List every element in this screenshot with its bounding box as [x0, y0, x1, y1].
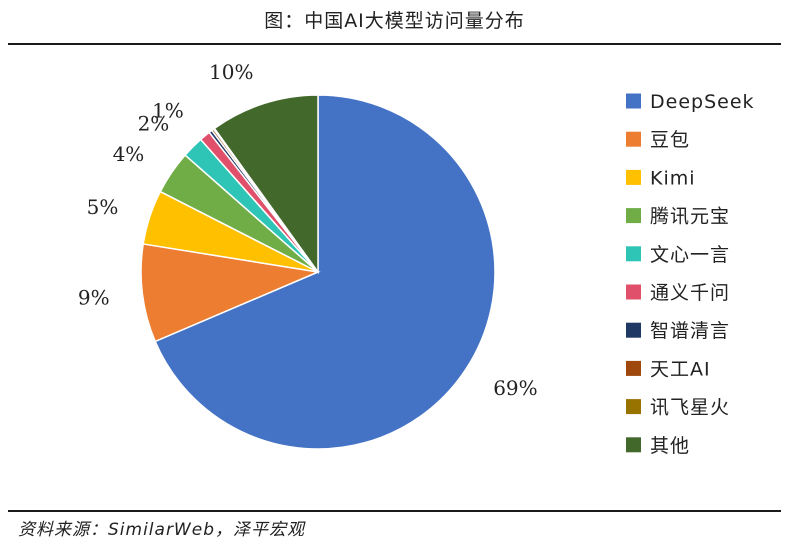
legend-swatch-4 — [626, 246, 641, 262]
legend-swatch-8 — [626, 399, 641, 415]
pie-slice-9 — [213, 94, 319, 275]
pie-slice-1 — [140, 243, 321, 343]
legend-swatch-1 — [626, 131, 641, 147]
slice-label-3: 4% — [113, 142, 145, 166]
legend-label-2: Kimi — [650, 167, 696, 189]
legend-swatch-0 — [626, 93, 641, 109]
slice-label-4: 2% — [138, 112, 170, 136]
legend-swatch-9 — [626, 437, 641, 453]
legend-swatch-3 — [626, 208, 641, 224]
slice-label-0: 69% — [493, 376, 537, 400]
legend-swatch-2 — [626, 169, 641, 185]
legend-label-9: 其他 — [650, 435, 690, 457]
legend-label-6: 智谱清言 — [650, 320, 730, 342]
pie-slice-0 — [154, 94, 496, 450]
legend-swatch-6 — [626, 322, 641, 338]
slice-label-5: 1% — [152, 99, 184, 123]
bottom-rule — [8, 510, 781, 512]
legend-label-3: 腾讯元宝 — [650, 206, 730, 228]
source-note: 资料来源：SimilarWeb，泽平宏观 — [18, 520, 305, 540]
legend-swatch-5 — [626, 284, 641, 300]
legend-label-1: 豆包 — [650, 129, 690, 151]
chart-title: 图：中国AI大模型访问量分布 — [264, 10, 525, 32]
legend-swatch-7 — [626, 360, 641, 376]
top-rule — [8, 43, 781, 45]
legend-label-4: 文心一言 — [650, 244, 730, 266]
legend-label-8: 讯飞星火 — [650, 397, 730, 419]
legend-label-7: 天工AI — [650, 358, 711, 380]
legend-label-5: 通义千问 — [650, 282, 730, 304]
slice-label-2: 5% — [87, 195, 119, 219]
legend-label-0: DeepSeek — [650, 91, 755, 113]
slice-label-9: 10% — [209, 60, 253, 84]
slice-label-1: 9% — [78, 286, 110, 310]
